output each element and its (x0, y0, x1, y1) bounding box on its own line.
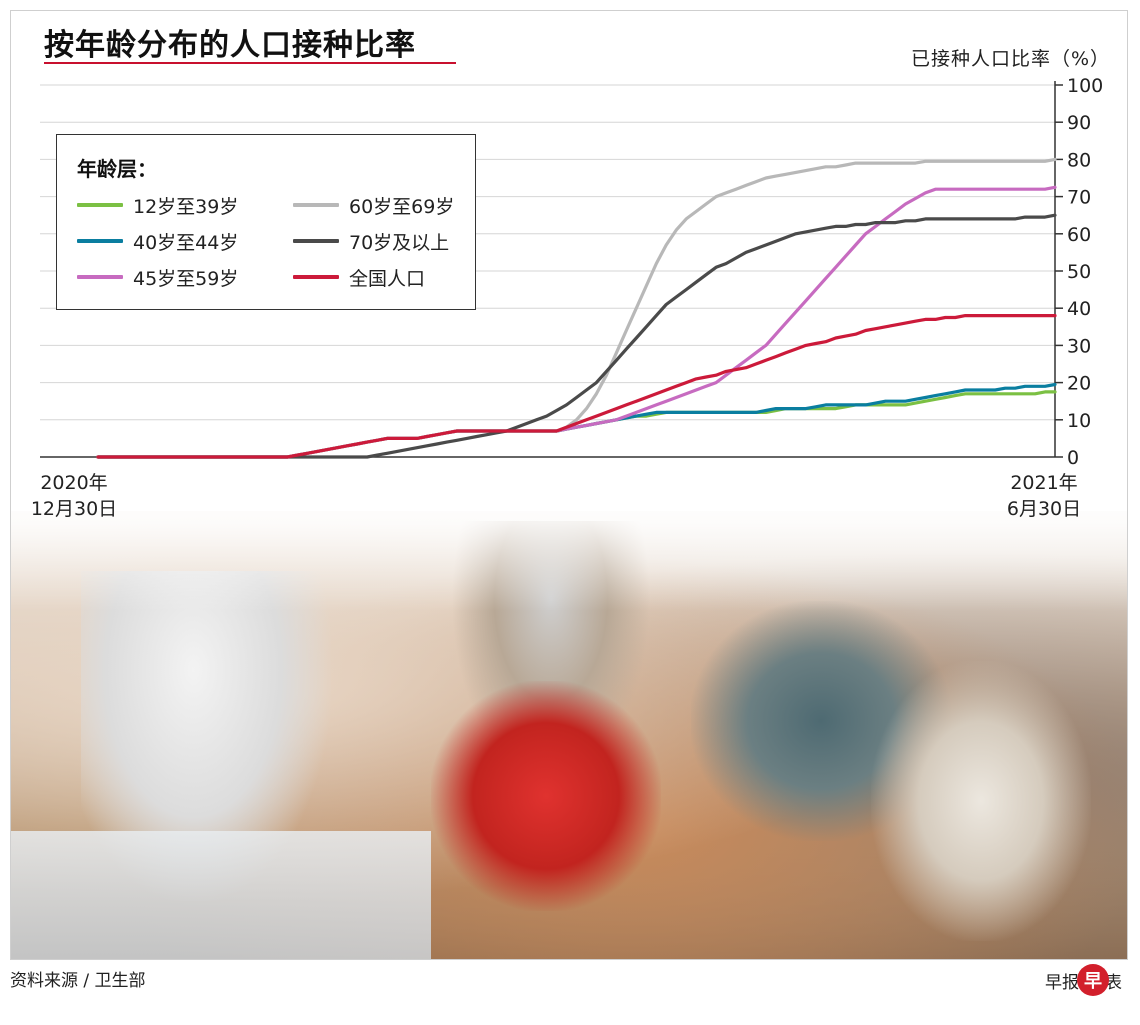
y-tick-label: 90 (1067, 112, 1091, 134)
y-tick-label: 80 (1067, 149, 1091, 171)
y-tick-label: 60 (1067, 224, 1091, 246)
x-axis-end-label: 2021年 6月30日 (998, 470, 1090, 522)
legend-item: 45岁至59岁 (77, 265, 239, 290)
photo-fade (11, 451, 1127, 611)
brand-logo-icon: 早 (1077, 964, 1109, 996)
x-start-day: 12月30日 (30, 498, 118, 520)
photo-person-shape (871, 661, 1091, 941)
title-underline (44, 62, 456, 64)
figure-frame (10, 10, 1128, 960)
source-note: 资料来源 / 卫生部 (10, 971, 146, 991)
x-end-day: 6月30日 (1006, 498, 1082, 520)
y-tick-label: 10 (1067, 410, 1091, 432)
chart-title: 按年龄分布的人口接种比率 (44, 28, 416, 63)
photo-person-shape (431, 681, 661, 911)
legend-swatch (293, 275, 339, 279)
legend-swatch (77, 239, 123, 243)
legend-label: 60岁至69岁 (349, 195, 455, 218)
y-tick-label: 50 (1067, 261, 1091, 283)
y-tick-label: 40 (1067, 298, 1091, 320)
y-tick-label: 0 (1067, 447, 1079, 469)
legend-swatch (293, 203, 339, 207)
y-tick-label: 70 (1067, 187, 1091, 209)
x-start-year: 2020年 (40, 472, 108, 494)
brand-text: 表 (1105, 972, 1122, 993)
legend-label: 45岁至59岁 (133, 267, 239, 290)
legend-item: 全国人口 (293, 265, 426, 290)
y-tick-label: 20 (1067, 373, 1091, 395)
photo-table-shape (11, 831, 431, 959)
legend-label: 40岁至44岁 (133, 231, 239, 254)
legend-item: 70岁及以上 (293, 229, 450, 254)
legend-item: 60岁至69岁 (293, 193, 455, 218)
legend-swatch (77, 203, 123, 207)
x-axis-start-label: 2020年 12月30日 (26, 470, 122, 522)
brand-text: 早报 (1045, 972, 1079, 993)
y-tick-label: 30 (1067, 335, 1091, 357)
legend-label: 12岁至39岁 (133, 195, 239, 218)
legend: 年龄层： 12岁至39岁 40岁至44岁 45岁至59岁 60岁至69岁 70岁… (56, 134, 476, 310)
legend-title: 年龄层： (77, 157, 157, 181)
legend-swatch (293, 239, 339, 243)
y-axis-label: 已接种人口比率（%） (910, 48, 1110, 70)
legend-label: 全国人口 (349, 267, 426, 290)
brand-credit: 早报 早 表 (1045, 964, 1122, 996)
y-tick-label: 100 (1067, 75, 1103, 97)
legend-label: 70岁及以上 (349, 231, 450, 254)
line-chart: 0 10 20 30 40 50 60 70 80 90 100 (40, 75, 1103, 469)
legend-item: 12岁至39岁 (77, 193, 239, 218)
legend-item: 40岁至44岁 (77, 229, 239, 254)
x-end-year: 2021年 (1010, 472, 1078, 494)
legend-swatch (77, 275, 123, 279)
series-line-6 (96, 314, 1057, 459)
